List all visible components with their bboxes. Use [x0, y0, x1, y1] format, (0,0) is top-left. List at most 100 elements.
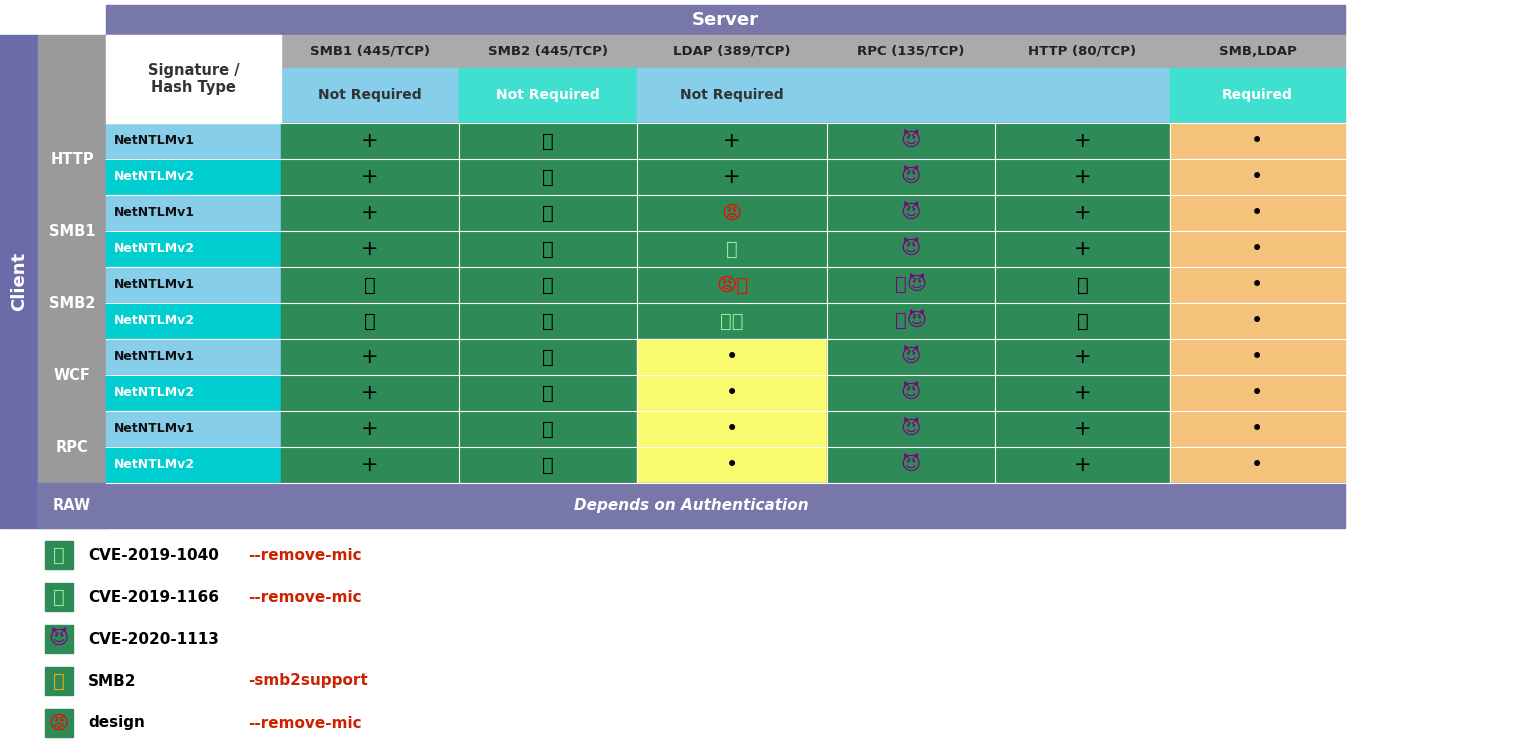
Text: ✊: ✊: [543, 384, 553, 403]
Text: 😈: 😈: [901, 239, 921, 259]
Bar: [106, 35, 281, 123]
Bar: [38, 35, 106, 528]
Bar: [1170, 267, 1344, 303]
Bar: [458, 231, 638, 267]
Text: NetNTLMv2: NetNTLMv2: [113, 458, 195, 471]
Text: ✊: ✊: [543, 276, 553, 295]
Text: 😈: 😈: [901, 347, 921, 367]
Text: SMB2: SMB2: [87, 673, 136, 689]
Text: ✊: ✊: [1076, 312, 1088, 330]
Text: •: •: [1251, 383, 1263, 403]
Bar: [281, 195, 458, 231]
Text: HTTP: HTTP: [51, 151, 94, 166]
Text: +: +: [362, 455, 379, 475]
Text: Depends on Authentication: Depends on Authentication: [575, 498, 809, 513]
Bar: [106, 375, 281, 411]
Bar: [638, 267, 826, 303]
Text: ✊: ✊: [543, 203, 553, 222]
Text: design: design: [87, 715, 146, 730]
Bar: [826, 411, 995, 447]
Text: Server: Server: [691, 11, 759, 29]
Bar: [826, 303, 995, 339]
Text: ✊: ✊: [543, 168, 553, 186]
Bar: [995, 195, 1170, 231]
Text: 🙂✊: 🙂✊: [721, 312, 744, 330]
Bar: [458, 123, 638, 159]
Text: +: +: [724, 167, 740, 187]
Text: •: •: [1251, 203, 1263, 223]
Text: -smb2support: -smb2support: [248, 673, 368, 689]
Text: 🙂: 🙂: [727, 239, 737, 259]
Bar: [638, 123, 826, 159]
Bar: [458, 375, 638, 411]
Text: 😡: 😡: [722, 203, 742, 222]
Bar: [458, 159, 638, 195]
Text: •: •: [1251, 167, 1263, 187]
Text: Client: Client: [11, 252, 28, 311]
Bar: [281, 231, 458, 267]
Text: SMB2: SMB2: [49, 296, 95, 310]
Bar: [106, 195, 281, 231]
Text: •: •: [1251, 311, 1263, 331]
Text: +: +: [1073, 203, 1091, 223]
Bar: [995, 159, 1170, 195]
Bar: [458, 303, 638, 339]
Bar: [638, 339, 826, 375]
Text: ✊😈: ✊😈: [895, 311, 927, 331]
Bar: [458, 68, 638, 123]
Text: Not Required: Not Required: [497, 89, 599, 103]
Text: --remove-mic: --remove-mic: [248, 715, 362, 730]
Bar: [995, 267, 1170, 303]
Bar: [1170, 303, 1344, 339]
Bar: [44, 709, 74, 737]
Text: +: +: [1073, 347, 1091, 367]
Text: 😈: 😈: [901, 455, 921, 474]
Text: LDAP (389/TCP): LDAP (389/TCP): [673, 45, 791, 58]
Bar: [638, 159, 826, 195]
Bar: [281, 68, 458, 123]
Text: •: •: [725, 455, 737, 475]
Text: SMB,LDAP: SMB,LDAP: [1219, 45, 1297, 58]
Bar: [995, 375, 1170, 411]
Bar: [638, 447, 826, 483]
Bar: [44, 625, 74, 653]
Text: •: •: [725, 419, 737, 439]
Text: NetNTLMv2: NetNTLMv2: [113, 171, 195, 183]
Text: 🙂: 🙂: [54, 545, 64, 565]
Bar: [995, 411, 1170, 447]
Text: ✊: ✊: [543, 132, 553, 151]
Bar: [106, 447, 281, 483]
Text: •: •: [1251, 131, 1263, 151]
Text: +: +: [1073, 239, 1091, 259]
Text: +: +: [1073, 131, 1091, 151]
Bar: [826, 159, 995, 195]
Bar: [826, 123, 995, 159]
Text: •: •: [1251, 239, 1263, 259]
Text: +: +: [1073, 167, 1091, 187]
Bar: [1170, 339, 1344, 375]
Text: RAW: RAW: [54, 498, 90, 513]
Bar: [281, 375, 458, 411]
Bar: [1170, 375, 1344, 411]
Text: RPC: RPC: [55, 440, 89, 454]
Text: •: •: [1251, 347, 1263, 367]
Text: ✊: ✊: [543, 239, 553, 259]
Text: Not Required: Not Required: [681, 89, 783, 103]
Text: Not Required: Not Required: [319, 89, 422, 103]
Bar: [826, 447, 995, 483]
Text: ✊: ✊: [543, 420, 553, 438]
Bar: [1170, 68, 1344, 123]
Bar: [826, 267, 995, 303]
Bar: [106, 159, 281, 195]
Bar: [106, 231, 281, 267]
Text: ✊: ✊: [543, 455, 553, 474]
Text: +: +: [362, 131, 379, 151]
Bar: [281, 123, 458, 159]
Bar: [44, 667, 74, 695]
Text: NetNTLMv2: NetNTLMv2: [113, 315, 195, 327]
Text: •: •: [725, 383, 737, 403]
Bar: [995, 339, 1170, 375]
Bar: [638, 303, 826, 339]
Bar: [38, 483, 1344, 528]
Bar: [281, 303, 458, 339]
